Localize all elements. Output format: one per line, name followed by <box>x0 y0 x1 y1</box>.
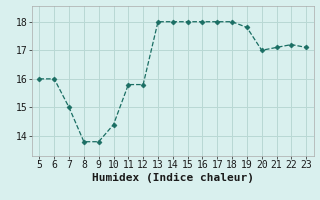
X-axis label: Humidex (Indice chaleur): Humidex (Indice chaleur) <box>92 173 254 183</box>
